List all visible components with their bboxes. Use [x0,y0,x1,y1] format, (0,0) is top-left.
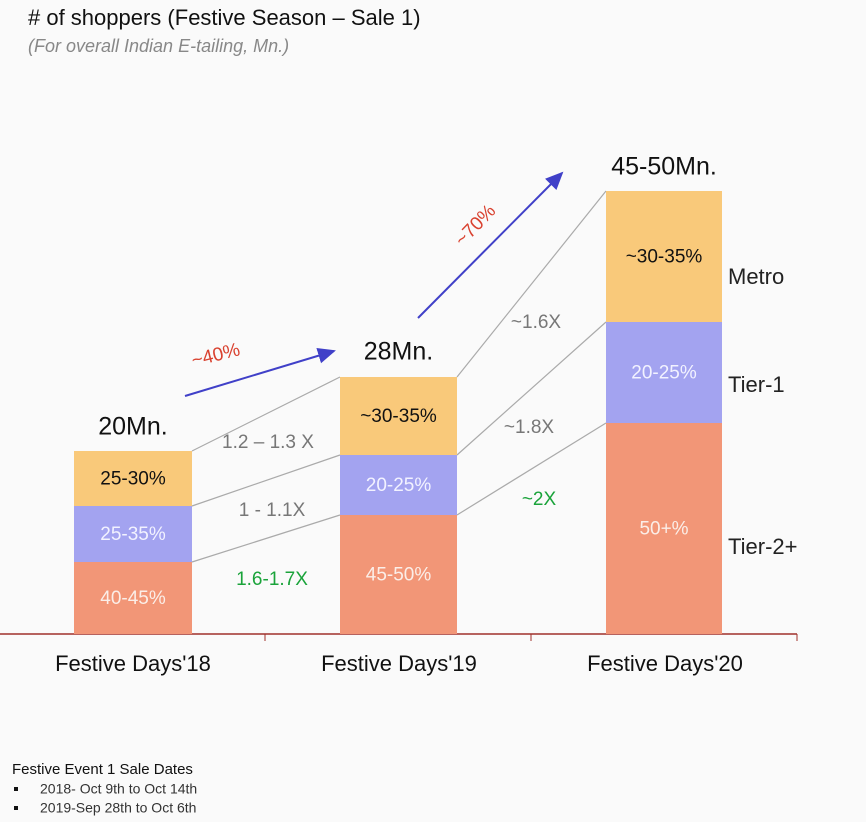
bar-segment [606,423,722,634]
segment-name: Tier-1 [728,372,785,397]
segment-label: ~30-35% [626,247,703,268]
connector [191,514,341,563]
bar-segment [74,506,192,562]
segment-name: Tier-2+ [728,534,797,559]
bar-segment [340,515,457,634]
segment-label: 25-35% [100,524,166,545]
bar-segment [340,455,457,515]
segment-label: ~30-35% [360,406,437,427]
growth-arrow [417,171,564,319]
bullet [14,806,18,810]
connector [456,422,607,516]
connector [456,321,607,456]
connector [456,190,607,378]
segment-label: 50+% [639,519,688,540]
multiplier: ~1.8X [504,417,555,438]
multiplier: 1.2 – 1.3 X [222,432,314,453]
column-label: Festive Days'18 [55,651,211,676]
bar-segment [606,191,722,322]
column-label: Festive Days'19 [321,651,477,676]
column-label: Festive Days'20 [587,651,743,676]
connector [191,376,341,452]
multiplier: ~1.6X [511,312,562,333]
footnote-title: Festive Event 1 Sale Dates [12,761,193,778]
bar-segment [606,322,722,423]
growth-arrow [184,347,336,397]
footnote-item: 2018- Oct 9th to Oct 14th [40,781,197,797]
footnote-item: 2019-Sep 28th to Oct 6th [40,800,196,816]
multiplier: ~2X [522,489,557,510]
segment-label: 20-25% [631,363,697,384]
bar-segment [340,377,457,455]
segment-label: 20-25% [366,475,432,496]
segment-label: 45-50% [366,565,432,586]
column-total: 28Mn. [364,338,433,366]
segment-label: 40-45% [100,588,166,609]
segment-label: 25-30% [100,469,166,490]
connector [191,454,341,507]
bullet [14,787,18,791]
bar-segment [74,451,192,506]
segment-name: Metro [728,264,784,289]
subtitle: (For overall Indian E-tailing, Mn.) [28,36,289,56]
title: # of shoppers (Festive Season – Sale 1) [28,5,421,30]
multiplier: 1.6-1.7X [236,569,308,590]
bar-segment [74,562,192,634]
column-total: 45-50Mn. [611,153,717,181]
column-total: 20Mn. [98,413,167,441]
multiplier: 1 - 1.1X [239,500,306,521]
